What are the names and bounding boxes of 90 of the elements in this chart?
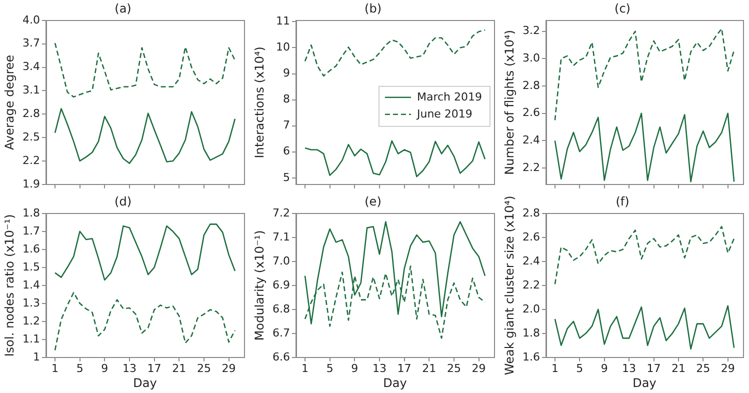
- y-axis-title: Isol. nodes ratio (x10⁻¹): [2, 214, 16, 357]
- x-tick-label: 17: [646, 362, 661, 375]
- y-tick-label: 3.4: [22, 60, 40, 74]
- line-series: [54, 42, 236, 98]
- x-tick-label: 13: [372, 362, 386, 375]
- x-tick-label: 1: [551, 362, 558, 375]
- x-tick-label: 29: [222, 362, 236, 375]
- y-tick-label: 6.6: [272, 350, 290, 364]
- x-tick-label: 13: [622, 362, 636, 375]
- y-tick-label: 2.0: [522, 302, 540, 316]
- y-tick-label: 8: [283, 92, 290, 106]
- y-tick-label: 9: [283, 66, 290, 80]
- y-tick-label: 11: [276, 14, 290, 28]
- x-tick-label: 25: [446, 362, 461, 375]
- x-tick-label: 17: [397, 362, 412, 375]
- y-axis-title: Modularity (x10⁻¹): [252, 230, 266, 341]
- x-tick-label: 9: [351, 362, 358, 375]
- y-axis-title: Weak giant cluster size (x10⁴): [502, 196, 516, 376]
- x-tick-label: 9: [101, 362, 108, 375]
- y-axis-title: Number of flights (x10⁴): [502, 30, 516, 175]
- y-tick-label: 2.6: [522, 106, 540, 120]
- y-tick-label: 1.2: [22, 314, 40, 328]
- y-axis-title: Average degree: [2, 54, 16, 150]
- x-tick-label: 25: [196, 362, 211, 375]
- x-tick-label: 5: [326, 362, 334, 375]
- chart-title: (e): [364, 194, 382, 208]
- y-tick-label: 7.1: [272, 230, 290, 244]
- y-tick-label: 6.7: [272, 326, 290, 340]
- x-tick-label: 21: [671, 362, 686, 375]
- y-tick-label: 7: [283, 118, 290, 132]
- y-tick-label: 2.2: [522, 160, 540, 174]
- legend-label: June 2019: [416, 107, 472, 120]
- y-tick-label: 5: [283, 170, 290, 184]
- y-tick-label: 6: [283, 144, 290, 158]
- x-tick-label: 25: [696, 362, 710, 375]
- y-tick-label: 2.5: [22, 130, 40, 144]
- x-tick-label: 5: [576, 362, 584, 375]
- y-tick-label: 6.9: [272, 278, 290, 292]
- y-tick-label: 2.4: [522, 134, 540, 147]
- y-tick-label: 1.5: [22, 260, 40, 274]
- y-tick-label: 1.4: [22, 278, 40, 292]
- x-tick-label: 29: [472, 362, 486, 375]
- x-tick-label: 1: [52, 362, 58, 375]
- y-tick-label: 4.0: [22, 13, 40, 26]
- y-tick-label: 3.2: [522, 24, 540, 38]
- x-tick-label: 13: [122, 362, 136, 375]
- y-tick-label: 3.1: [22, 84, 40, 97]
- line-series: [554, 28, 735, 121]
- chart-title: (d): [114, 194, 132, 208]
- y-tick-label: 2.8: [22, 106, 40, 120]
- x-axis-title: Day: [383, 376, 407, 390]
- x-tick-label: 1: [302, 362, 308, 375]
- y-tick-label: 2.6: [522, 230, 540, 244]
- chart-title: (f): [616, 194, 630, 208]
- y-tick-label: 2.8: [522, 78, 540, 92]
- x-axis-title: Day: [632, 376, 656, 390]
- y-tick-label: 6.8: [272, 302, 290, 316]
- y-axis-title: Interactions (x10⁴): [252, 46, 266, 158]
- chart-title: (c): [614, 1, 630, 16]
- y-tick-label: 2.2: [22, 154, 40, 167]
- x-tick-label: 9: [600, 362, 608, 375]
- line-series: [304, 29, 486, 76]
- y-tick-label: 1.3: [22, 296, 40, 310]
- y-tick-label: 7.0: [272, 254, 290, 268]
- line-series: [54, 292, 236, 351]
- y-tick-label: 1.9: [22, 177, 40, 190]
- chart-title: (b): [364, 1, 382, 16]
- x-tick-label: 21: [422, 362, 436, 375]
- y-tick-label: 3.7: [22, 36, 40, 50]
- y-tick-label: 1.6: [22, 242, 40, 256]
- y-tick-label: 10: [276, 40, 290, 54]
- y-tick-label: 2.2: [522, 278, 540, 292]
- y-tick-label: 1: [33, 350, 40, 364]
- y-tick-label: 2.8: [522, 206, 540, 220]
- y-tick-label: 1.6: [522, 350, 540, 364]
- y-tick-label: 1.1: [22, 332, 40, 346]
- x-tick-label: 29: [720, 362, 735, 375]
- y-tick-label: 1.7: [22, 224, 40, 238]
- y-tick-label: 1.8: [522, 326, 540, 340]
- y-tick-label: 1.8: [22, 206, 40, 220]
- x-axis-title: Day: [133, 376, 157, 390]
- line-series: [554, 226, 735, 285]
- y-tick-label: 2.4: [522, 254, 540, 268]
- y-tick-label: 7.2: [272, 206, 290, 220]
- x-tick-label: 21: [172, 362, 186, 375]
- legend-label: March 2019: [416, 90, 482, 104]
- x-tick-label: 17: [147, 362, 162, 375]
- y-tick-label: 3.0: [522, 52, 540, 65]
- x-tick-label: 5: [76, 362, 84, 375]
- chart-title: (a): [114, 1, 132, 16]
